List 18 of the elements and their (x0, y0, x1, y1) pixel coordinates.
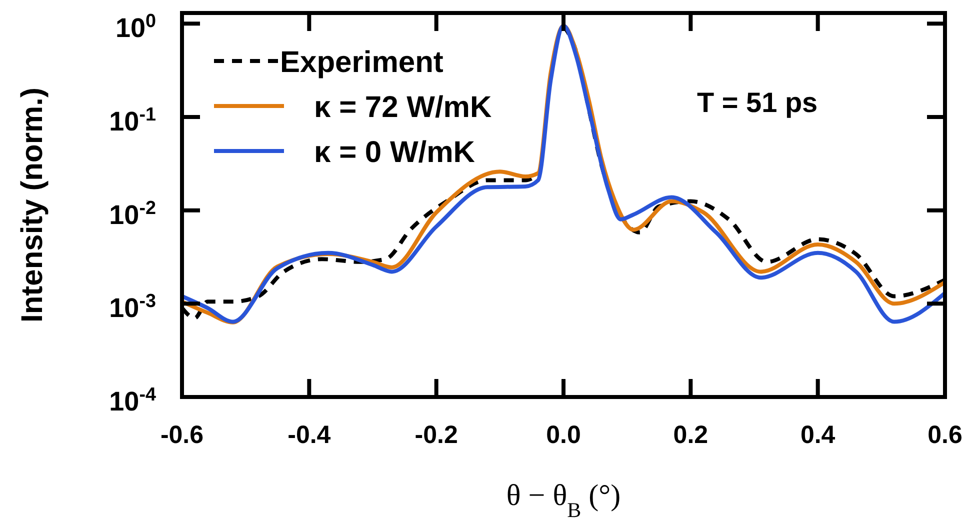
x-tick-label: -0.6 (160, 420, 204, 449)
legend-label: Experiment (280, 46, 444, 79)
x-tick-label: 0.6 (928, 420, 962, 449)
x-tick-label: -0.4 (288, 420, 331, 449)
legend-label: κ = 72 W/mK (314, 91, 492, 124)
x-tick-label: 0.4 (800, 420, 836, 449)
y-axis-title: Intensity (norm.) (16, 87, 49, 323)
y-tick-label: 10$^{-3}$ (109, 290, 156, 324)
y-tick-label: 10$^{0}$ (115, 10, 156, 44)
x-tick-label: -0.2 (414, 420, 458, 449)
y-tick-label: 10$^{-1}$ (109, 104, 156, 136)
y-tick-label: 10$^{-2}$ (109, 197, 156, 230)
y-tick-label: 10$^{-4}$ (109, 384, 156, 416)
x-tick-label: 0.2 (673, 420, 708, 449)
legend-label: κ = 0 W/mK (314, 136, 476, 169)
annotation: T = 51 ps (697, 87, 818, 118)
x-tick-label: 0.0 (546, 420, 581, 449)
x-axis-title: θ − θ$_{B}$ (°) (506, 479, 621, 522)
